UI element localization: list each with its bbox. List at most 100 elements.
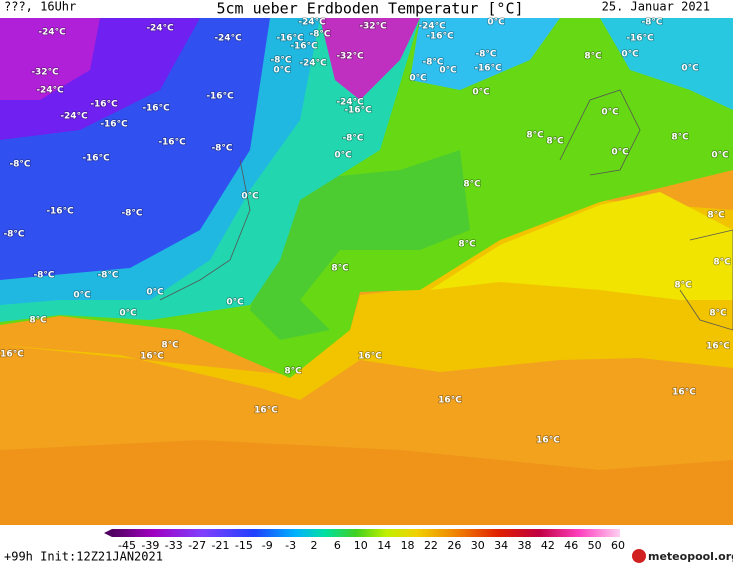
map-labels: -24°C -24°C-24°C -16°C-24°C-8°C-16°C-32°C-…: [0, 17, 732, 447]
colorbar-tick-label: 14: [377, 539, 391, 552]
temperature-label: -16°C: [276, 34, 304, 44]
temperature-label: -8°C: [270, 56, 291, 66]
colorbar-tick-label: 46: [564, 539, 578, 552]
temperature-label: 0°C: [409, 74, 427, 84]
temperature-label: -16°C: [206, 92, 234, 102]
temperature-label: -8°C: [641, 18, 662, 28]
footer-run: +99h Init:12Z21JAN2021: [4, 550, 163, 564]
temperature-label: 0°C: [711, 151, 729, 161]
temperature-label: 16°C: [672, 388, 696, 398]
temperature-label: 16°C: [706, 342, 730, 352]
temperature-label: 8°C: [526, 131, 544, 141]
temperature-label: 8°C: [331, 264, 349, 274]
temperature-label: -32°C: [31, 68, 59, 78]
temperature-label: 0°C: [681, 64, 699, 74]
temperature-label: 8°C: [29, 316, 47, 326]
temperature-label: 0°C: [439, 66, 457, 76]
temperature-label: 16°C: [358, 352, 382, 362]
temperature-label: -32°C: [336, 52, 364, 62]
colorbar-tick-label: 50: [588, 539, 602, 552]
temperature-label: 0°C: [487, 18, 505, 28]
temperature-label: -16°C: [82, 154, 110, 164]
colorbar-tick-label: -9: [262, 539, 273, 552]
temperature-label: 8°C: [161, 341, 179, 351]
temperature-label: -16°C: [426, 32, 454, 42]
colorbar: [112, 529, 620, 537]
temperature-label: 8°C: [463, 180, 481, 190]
temperature-label: 0°C: [241, 192, 259, 202]
colorbar-tick-label: 10: [354, 539, 368, 552]
colorbar-ticks: -45 -39 -33 -27 -21 -15 -9 -3 2 6 10 14 18 22 26 30 34 38…: [118, 539, 625, 552]
temperature-label: 8°C: [671, 133, 689, 143]
temperature-label: 0°C: [611, 148, 629, 158]
colorbar-tick-label: 30: [471, 539, 485, 552]
colorbar-tick-label: 6: [334, 539, 341, 552]
colorbar-tick-label: -3: [285, 539, 296, 552]
header-date: 25. Januar 2021: [602, 0, 710, 14]
temperature-label: -8°C: [422, 58, 443, 68]
colorbar-tick-label: -27: [188, 539, 206, 552]
logo-text: meteopool.org: [648, 550, 733, 563]
temperature-label: 8°C: [674, 281, 692, 291]
colorbar-tick-label: 42: [541, 539, 555, 552]
colorbar-tick-label: -15: [235, 539, 253, 552]
temperature-label: -24°C: [60, 112, 88, 122]
colorbar-arrow: [104, 529, 112, 537]
temperature-label: -16°C: [142, 104, 170, 114]
logo-icon: [632, 549, 646, 563]
temperature-label: 8°C: [584, 52, 602, 62]
temperature-label: -8°C: [121, 209, 142, 219]
temperature-label: 8°C: [546, 137, 564, 147]
colorbar-tick-label: -39: [141, 539, 159, 552]
colorbar-tick-label: 34: [494, 539, 508, 552]
temperature-label: -16°C: [100, 120, 128, 130]
temperature-label: 0°C: [226, 298, 244, 308]
temperature-label: 16°C: [254, 406, 278, 416]
temperature-label: 0°C: [601, 108, 619, 118]
temperature-label: 0°C: [334, 151, 352, 161]
temperature-label: -24°C: [299, 59, 327, 69]
temperature-label: -32°C: [359, 22, 387, 32]
temperature-label: 0°C: [146, 288, 164, 298]
colorbar-tick-label: -33: [165, 539, 183, 552]
temperature-label: 8°C: [284, 367, 302, 377]
temperature-label: -24°C: [298, 18, 326, 28]
temperature-label: 8°C: [458, 240, 476, 250]
header-left: ???, 16Uhr: [4, 0, 76, 14]
temperature-label: -24°C: [214, 34, 242, 44]
temperature-label: -8°C: [211, 144, 232, 154]
colorbar-tick-label: 22: [424, 539, 438, 552]
temperature-label: -8°C: [309, 30, 330, 40]
temperature-label: -8°C: [9, 160, 30, 170]
temperature-label: 0°C: [472, 88, 490, 98]
temperature-label: 0°C: [273, 66, 291, 76]
temperature-label: -16°C: [290, 42, 318, 52]
temperature-label: -8°C: [3, 230, 24, 240]
colorbar-tick-label: 60: [611, 539, 625, 552]
colorbar-tick-label: -45: [118, 539, 136, 552]
temperature-label: -24°C: [38, 28, 66, 38]
temperature-label: -16°C: [46, 207, 74, 217]
colorbar-tick-label: 2: [311, 539, 318, 552]
temperature-label: -16°C: [344, 106, 372, 116]
temperature-label: 8°C: [713, 258, 731, 268]
temperature-label: 16°C: [536, 436, 560, 446]
temperature-label: -8°C: [475, 50, 496, 60]
colorbar-tick-label: -21: [212, 539, 230, 552]
temperature-label: -16°C: [626, 34, 654, 44]
temperature-label: -24°C: [36, 86, 64, 96]
temperature-label: 16°C: [0, 350, 24, 360]
temperature-label: 0°C: [73, 291, 91, 301]
colorbar-tick-label: 18: [401, 539, 415, 552]
temperature-label: -8°C: [342, 134, 363, 144]
temperature-label: 16°C: [438, 396, 462, 406]
temperature-label: -24°C: [418, 22, 446, 32]
colorbar-tick-label: 26: [447, 539, 461, 552]
temperature-label: 8°C: [709, 309, 727, 319]
map-title: 5cm ueber Erdboden Temperatur [°C]: [216, 0, 523, 18]
temperature-label: -16°C: [90, 100, 118, 110]
colorbar-tick-label: 38: [517, 539, 531, 552]
temperature-label: 16°C: [140, 352, 164, 362]
map-background: [0, 18, 733, 525]
